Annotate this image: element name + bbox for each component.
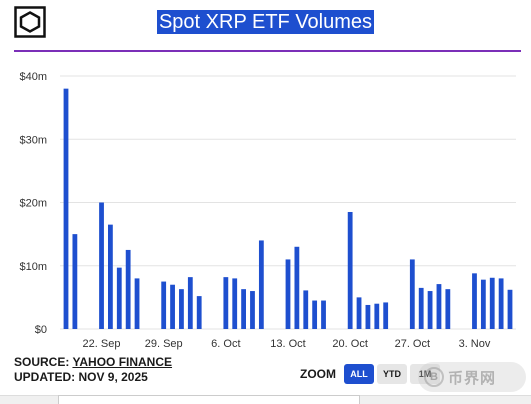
x-tick-label: 27. Oct (395, 338, 430, 350)
bar (223, 277, 229, 329)
bar (374, 303, 380, 329)
bar (507, 289, 513, 329)
updated-line: UPDATED: NOV 9, 2025 (14, 370, 148, 384)
y-tick-label: $10m (19, 261, 47, 273)
x-tick-label: 29. Sep (145, 338, 183, 350)
bar (356, 297, 362, 329)
x-tick-label: 20. Oct (332, 338, 367, 350)
x-tick-label: 13. Oct (270, 338, 305, 350)
chart-footer: SOURCE: YAHOO FINANCE UPDATED: NOV 9, 20… (14, 355, 172, 385)
chart-title: Spot XRP ETF Volumes (156, 10, 375, 34)
bar (63, 88, 69, 330)
source-link[interactable]: YAHOO FINANCE (72, 355, 173, 369)
y-tick-label: $0 (35, 324, 47, 336)
bottom-tab (58, 395, 360, 404)
bar (250, 291, 255, 329)
bar (365, 304, 371, 329)
bar (498, 278, 504, 329)
zoom-all-button[interactable]: ALL (344, 364, 374, 384)
bar (285, 259, 291, 329)
bar (418, 287, 424, 329)
bar (472, 273, 477, 329)
zoom-ytd-button[interactable]: YTD (377, 364, 407, 384)
bar (409, 259, 415, 329)
bar (196, 296, 202, 329)
watermark-text: 币界网 (448, 369, 497, 387)
bar (134, 278, 140, 329)
bar (187, 277, 193, 329)
bar (383, 302, 389, 329)
bar (321, 300, 326, 329)
chart-title-wrap: Spot XRP ETF Volumes (0, 10, 531, 34)
bar (489, 277, 495, 329)
source-line: SOURCE: YAHOO FINANCE (14, 355, 172, 370)
bar (294, 246, 300, 329)
bar (303, 290, 309, 329)
bar (108, 224, 113, 329)
bar (72, 234, 78, 329)
x-tick-label: 6. Oct (211, 338, 240, 350)
cube-logo-icon (14, 6, 46, 38)
bar (125, 249, 131, 329)
y-tick-label: $40m (19, 71, 47, 83)
source-prefix: SOURCE: (14, 355, 73, 369)
bar (436, 284, 442, 329)
y-tick-label: $30m (19, 134, 47, 146)
bar (312, 300, 318, 329)
bar (258, 240, 264, 329)
bar (241, 289, 246, 329)
bar (232, 278, 238, 329)
x-tick-label: 3. Nov (459, 338, 491, 350)
bar (170, 284, 175, 329)
bar-chart: $0 $10m $20m $30m $40m 22. Sep 29. Sep 6. Oct 13… (19, 71, 516, 350)
bar (161, 281, 167, 329)
bar (427, 291, 433, 329)
bar (116, 267, 122, 329)
watermark: B 币界网 (418, 362, 526, 392)
bar (480, 279, 486, 329)
y-tick-label: $20m (19, 198, 47, 210)
watermark-coin-icon: B (424, 367, 444, 387)
bar (99, 202, 104, 329)
zoom-label: ZOOM (300, 367, 336, 381)
bar (445, 289, 451, 329)
bar (179, 289, 184, 329)
title-divider (14, 50, 521, 52)
x-tick-label: 22. Sep (83, 338, 121, 350)
bar (347, 211, 353, 329)
